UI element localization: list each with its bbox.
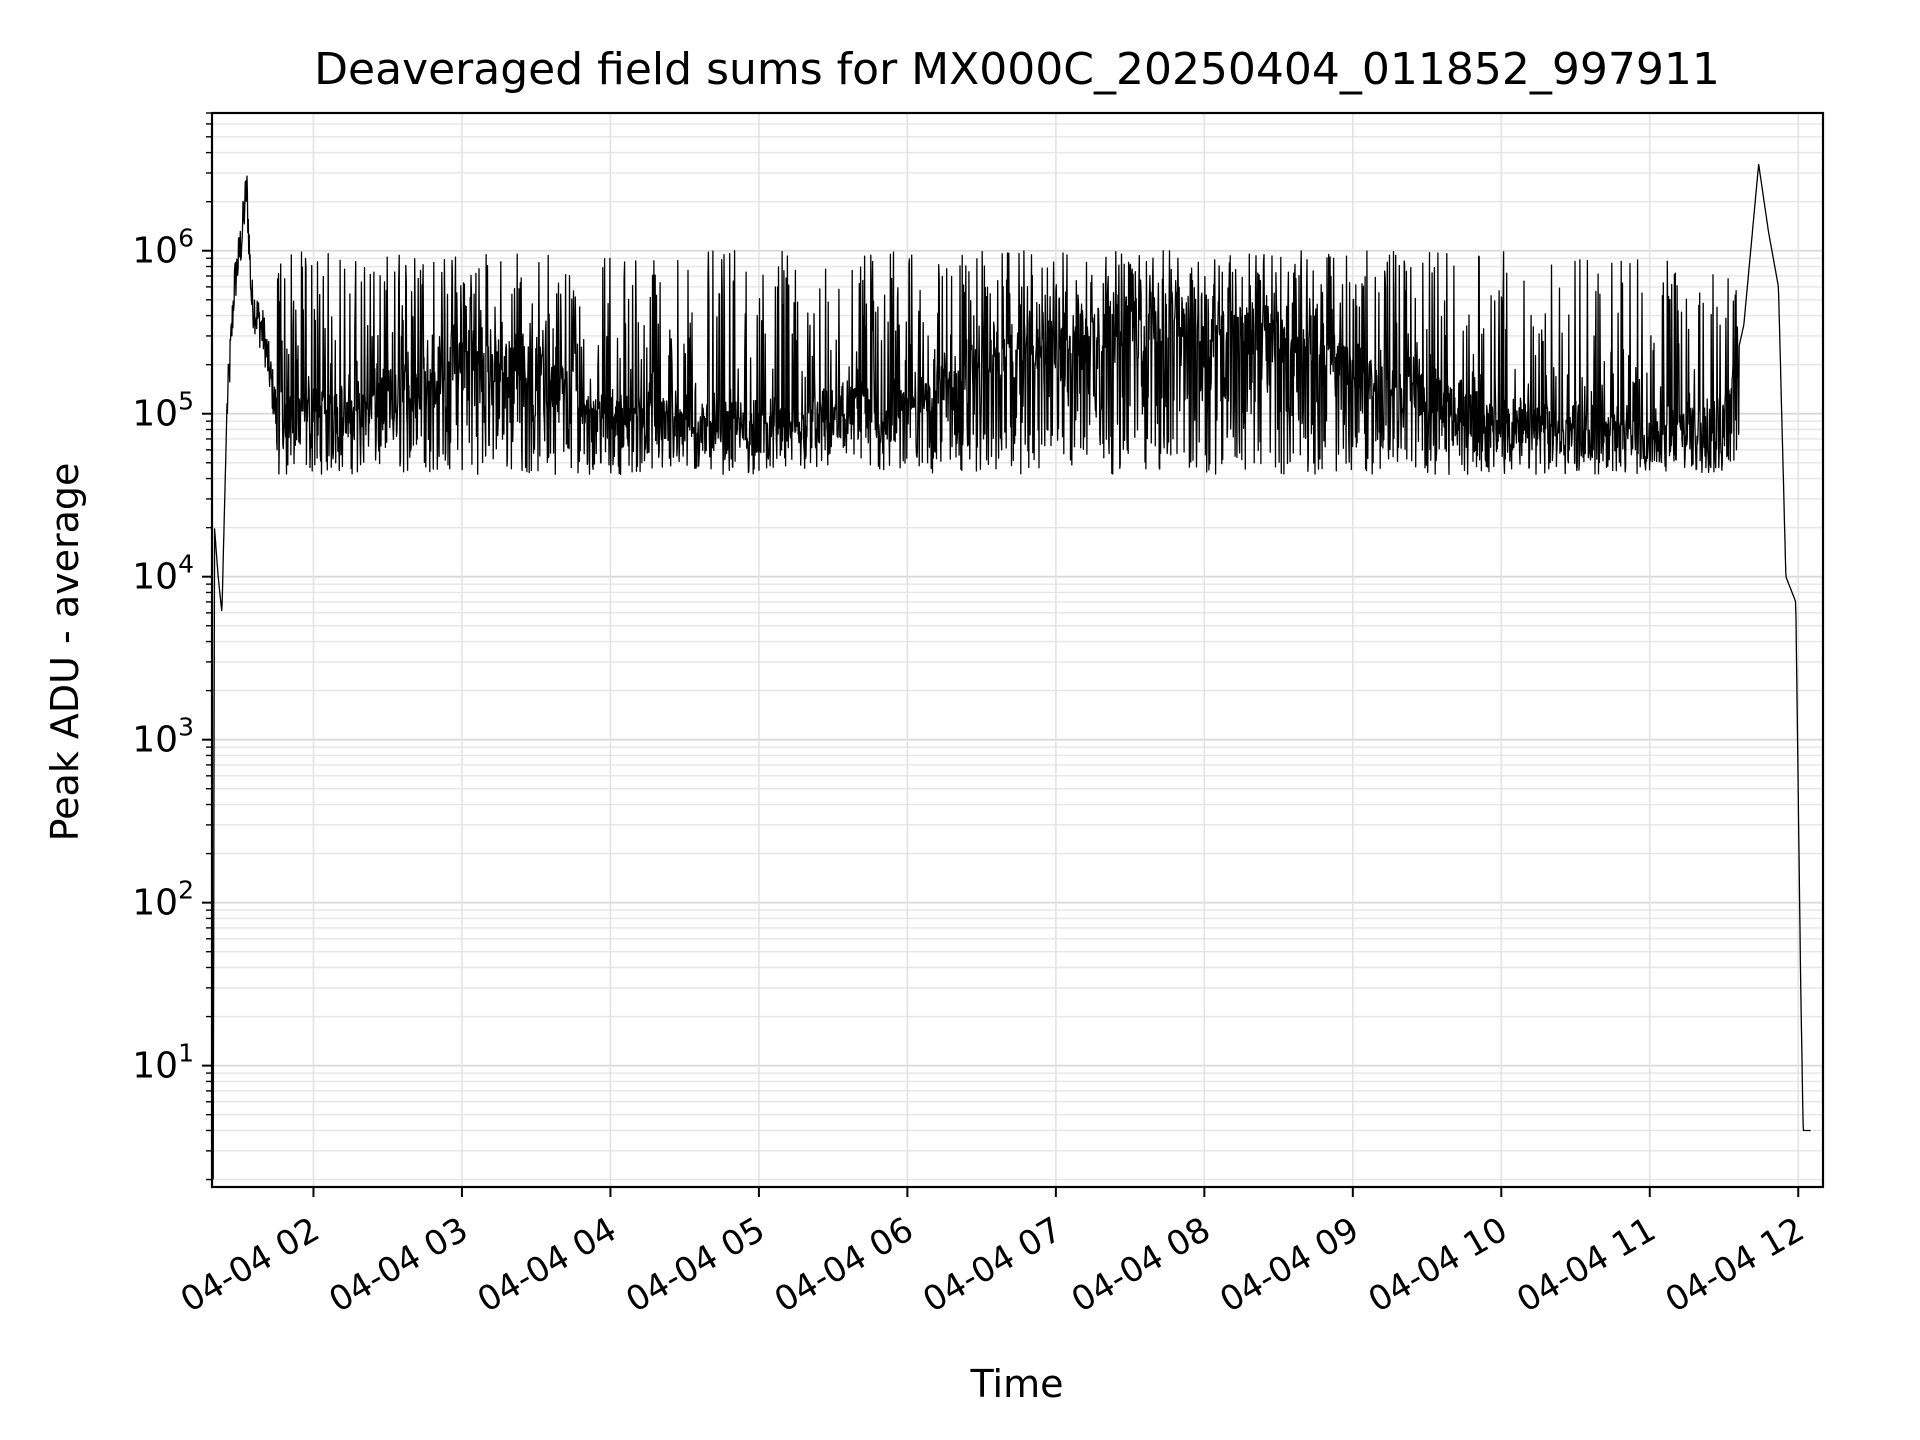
- series-line: [212, 163, 1811, 1180]
- y-tick-label: 103: [132, 713, 194, 761]
- plot-layer: [212, 163, 1811, 1180]
- y-tick-label: 104: [132, 550, 194, 598]
- y-tick-label: 102: [132, 876, 194, 924]
- x-axis-label: Time: [970, 1362, 1064, 1406]
- chart-title: Deaveraged field sums for MX000C_2025040…: [314, 44, 1720, 95]
- y-tick-label: 105: [132, 387, 194, 435]
- y-tick-label: 101: [132, 1039, 194, 1087]
- y-axis-label: Peak ADU - average: [43, 463, 87, 842]
- y-tick-label: 106: [132, 224, 194, 272]
- plot-frame: [210, 111, 1825, 1189]
